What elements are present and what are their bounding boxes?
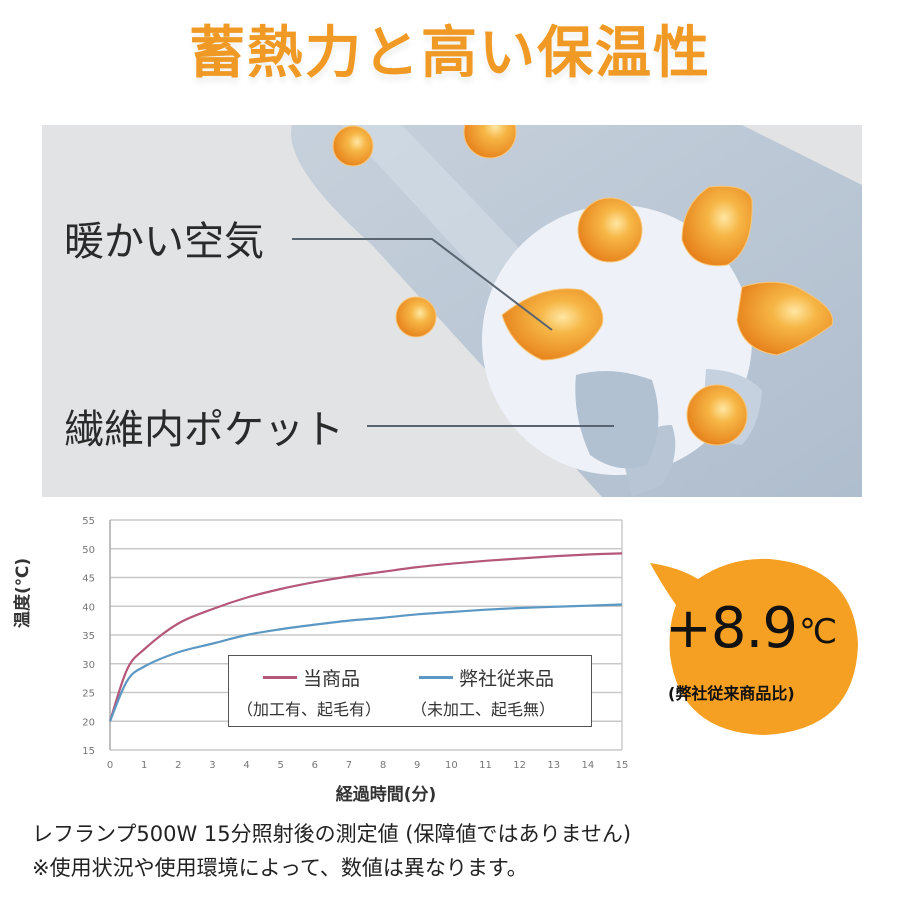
y-tick-label: 40: [82, 602, 95, 613]
y-tick-label: 30: [82, 660, 95, 671]
chart-legend: 当商品 （加工有、起毛有） 弊社従来品 （未加工、起毛無）: [228, 655, 592, 727]
y-tick-label: 50: [82, 545, 95, 556]
legend-item-current-product: 当商品: [263, 664, 360, 691]
footnote-measurement: レフランプ500W 15分照射後の測定値 (保障値ではありません): [32, 822, 632, 846]
x-tick-label: 0: [107, 760, 113, 771]
y-tick-label: 35: [82, 631, 95, 642]
legend-item-previous-product: 弊社従来品: [419, 664, 554, 691]
x-tick-label: 15: [616, 760, 629, 771]
y-tick-label: 45: [82, 574, 95, 585]
page-title: 蓄熱力と高い保温性: [189, 21, 711, 86]
badge-note: (弊社従来商品比): [668, 684, 795, 703]
y-tick-label: 55: [82, 516, 95, 527]
x-tick-label: 9: [414, 760, 420, 771]
x-tick-label: 13: [547, 760, 560, 771]
x-tick-label: 8: [380, 760, 386, 771]
series-line-1: [108, 603, 623, 722]
x-axis-label: 経過時間(分): [335, 785, 437, 805]
y-tick-label: 25: [82, 689, 95, 700]
label-warm-air: 暖かい空気: [64, 219, 264, 265]
fiber-cross-section-graphic: [291, 125, 862, 497]
y-tick-label: 20: [82, 717, 95, 728]
legend-sub-previous-product: （未加工、起毛無）: [411, 700, 556, 719]
legend-swatch-previous-product: [419, 676, 453, 679]
series-line-0: [108, 552, 623, 722]
footnote-disclaimer: ※使用状況や使用環境によって、数値は異なります。: [32, 856, 528, 880]
x-tick-label: 1: [141, 760, 147, 771]
badge-value: +8.9℃: [665, 596, 837, 661]
badge-unit: ℃: [798, 612, 837, 652]
x-tick-label: 14: [581, 760, 594, 771]
y-tick-label: 15: [82, 746, 95, 757]
x-tick-label: 11: [479, 760, 492, 771]
x-tick-label: 7: [346, 760, 352, 771]
legend-swatch-current-product: [263, 676, 297, 679]
x-tick-label: 10: [445, 760, 458, 771]
x-tick-label: 2: [175, 760, 181, 771]
x-tick-label: 6: [312, 760, 318, 771]
y-axis-label: 温度(℃): [13, 557, 33, 628]
x-tick-label: 12: [513, 760, 526, 771]
x-tick-label: 5: [277, 760, 283, 771]
legend-sub-current-product: （加工有、起毛有）: [237, 700, 382, 719]
fiber-illustration: 暖かい空気 繊維内ポケット: [42, 125, 862, 497]
x-tick-label: 3: [209, 760, 215, 771]
speech-bubble-badge: [650, 558, 858, 735]
label-fiber-pocket: 繊維内ポケット: [64, 407, 344, 453]
x-tick-label: 4: [243, 760, 249, 771]
